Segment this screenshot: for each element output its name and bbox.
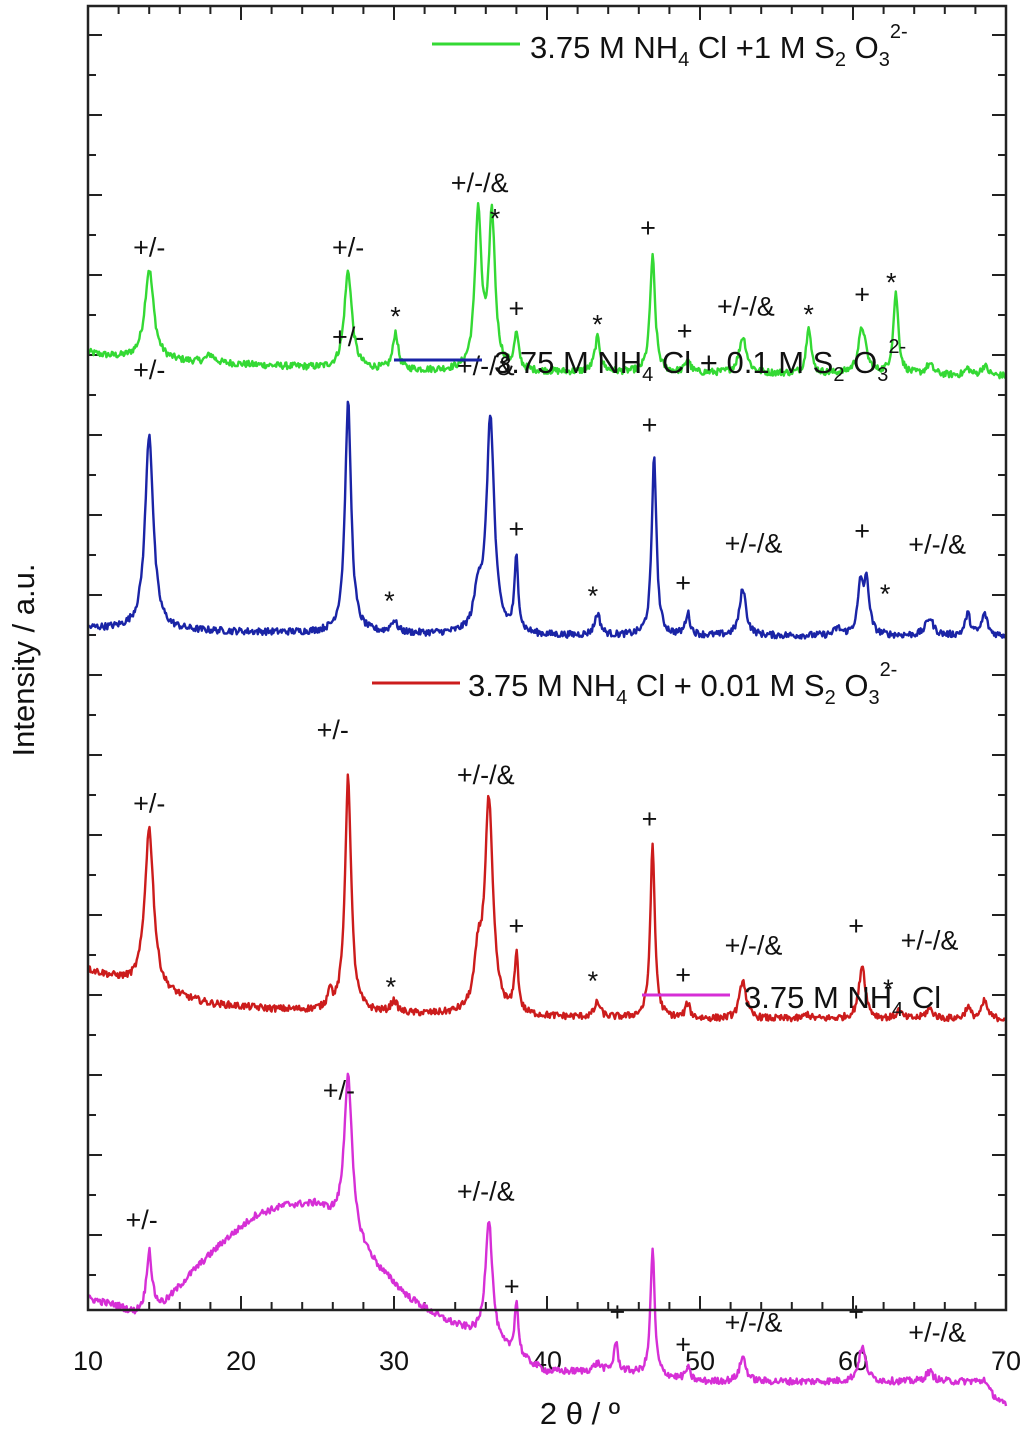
legend-label-3: 3.75 M NH4 Cl + 0.01 M S2 O32-	[468, 659, 897, 709]
peak-label-1-3: *	[390, 302, 401, 332]
peak-label-2-6: *	[588, 581, 599, 611]
peak-label-1-8: +	[640, 213, 656, 243]
peak-label-3-10: +	[848, 911, 864, 941]
peak-label-2-1: +/-	[133, 355, 165, 385]
peak-label-3-1: +/-	[133, 788, 165, 818]
peak-label-2-2: +/-	[332, 322, 364, 352]
peak-label-2-5: +	[509, 514, 525, 544]
peak-label-4-9: +/-/&	[908, 1318, 966, 1348]
peak-label-2-10: +	[854, 516, 870, 546]
peak-label-3-3: *	[386, 972, 397, 1002]
peak-label-2-3: *	[384, 586, 395, 616]
peak-label-3-9: +/-/&	[725, 930, 783, 960]
peak-label-2-11: *	[880, 579, 891, 609]
peak-label-4-4: +	[504, 1272, 520, 1302]
peak-label-1-5: *	[490, 204, 501, 234]
trace-line-2	[86, 400, 1008, 640]
diffraction-traces	[86, 201, 1008, 1407]
peak-label-1-11: *	[803, 300, 814, 330]
peak-label-4-7: +/-/&	[725, 1308, 783, 1338]
peak-label-2-9: +/-/&	[725, 529, 783, 559]
trace-line-4	[86, 1072, 1008, 1407]
peak-label-2-8: +	[675, 568, 691, 598]
x-axis-title: 2 θ / º	[540, 1396, 620, 1431]
peak-label-4-1: +/-	[125, 1205, 157, 1235]
peak-label-1-2: +/-	[332, 233, 364, 263]
x-tick-label-30: 30	[379, 1346, 409, 1376]
trace-line-3	[86, 773, 1007, 1023]
y-axis-title: Intensity / a.u.	[6, 564, 41, 757]
peak-label-3-12: +/-/&	[901, 926, 959, 956]
peak-label-4-5: +	[610, 1297, 626, 1327]
peak-label-3-4: +/-/&	[457, 760, 515, 790]
peak-label-1-7: *	[592, 310, 603, 340]
peak-label-3-11: *	[883, 974, 894, 1004]
peak-label-3-7: +	[642, 804, 658, 834]
peak-label-1-9: +	[677, 316, 693, 346]
peak-label-3-2: +/-	[317, 715, 349, 745]
peak-label-1-10: +/-/&	[717, 292, 775, 322]
peak-annotations: +/- +/-*+/-/&*+*+++/-/& *+ *+/-+/-*+/-/&+*+…	[125, 168, 966, 1359]
peak-label-1-13: *	[886, 267, 897, 297]
peak-label-1-4: +/-/&	[451, 168, 509, 198]
peak-label-2-4: +/-/&	[457, 351, 515, 381]
peak-label-3-5: +	[509, 911, 525, 941]
peak-label-4-6: +	[675, 1329, 691, 1359]
x-tick-label-10: 10	[73, 1346, 103, 1376]
peak-label-1-6: +	[509, 293, 525, 323]
legend-label-2: 3.75 M NH4 Cl + 0.1 M S2 O32-	[494, 336, 906, 386]
peak-label-4-8: +	[848, 1297, 864, 1327]
peak-label-4-2: +/-	[323, 1076, 355, 1106]
tick-marks	[87, 6, 1007, 1310]
peak-label-3-6: *	[588, 966, 599, 996]
peak-label-4-3: +/-/&	[457, 1176, 515, 1206]
plot-frame	[86, 4, 1008, 1312]
legend-label-4: 3.75 M NH4 Cl	[744, 980, 941, 1021]
peak-label-2-7: +	[642, 410, 658, 440]
peak-label-1-1: +/-	[133, 233, 165, 263]
trace-line-1	[86, 201, 1007, 380]
peak-label-1-12: +	[854, 280, 870, 310]
axis-ticks	[87, 6, 1007, 1310]
x-tick-label-20: 20	[226, 1346, 256, 1376]
legend-label-1: 3.75 M NH4 Cl +1 M S2 O32-	[530, 21, 908, 71]
peak-label-3-8: +	[675, 960, 691, 990]
legend-entries: 3.75 M NH4 Cl +1 M S2 O32- 3.75 M NH4 Cl …	[372, 21, 941, 1021]
peak-label-2-12: +/-/&	[908, 530, 966, 560]
x-tick-label-70: 70	[991, 1346, 1021, 1376]
